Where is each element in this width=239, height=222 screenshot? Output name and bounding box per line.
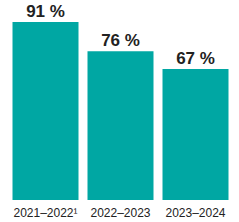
svg-text:2022–2023: 2022–2023 <box>90 206 150 220</box>
svg-text:76 %: 76 % <box>101 31 140 50</box>
svg-text:2021–2022¹: 2021–2022¹ <box>13 206 77 220</box>
svg-text:91 %: 91 % <box>26 2 65 21</box>
svg-text:2023–2024: 2023–2024 <box>165 206 225 220</box>
svg-text:67 %: 67 % <box>176 49 215 68</box>
